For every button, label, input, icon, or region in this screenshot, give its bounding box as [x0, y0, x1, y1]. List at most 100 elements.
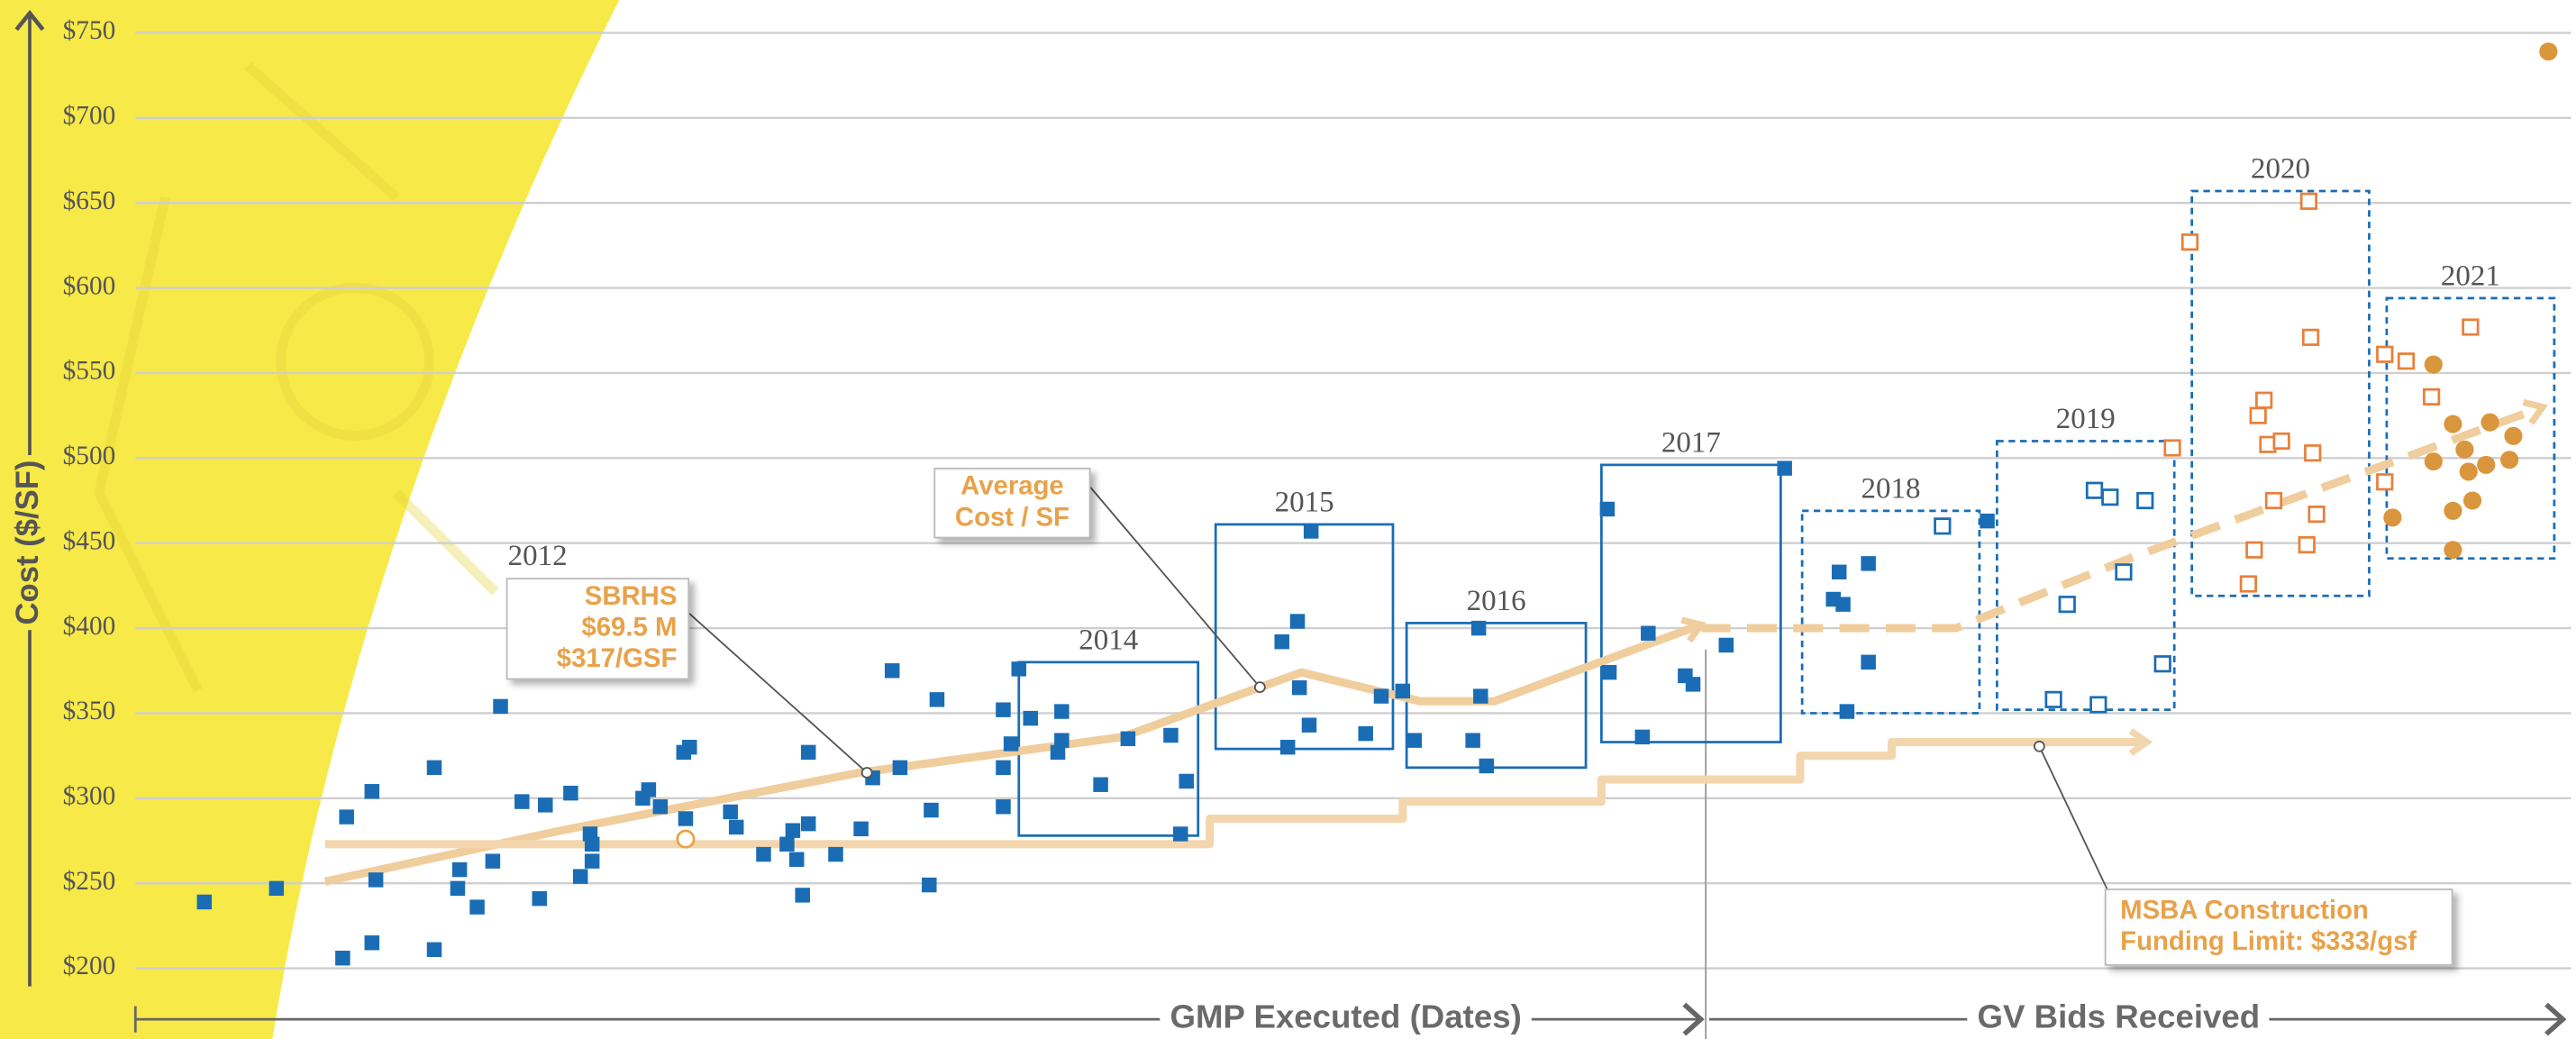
- y-tick-label: $450: [63, 526, 116, 555]
- trend-line: [325, 743, 2147, 844]
- data-point: [269, 881, 284, 896]
- data-point: [1093, 778, 1107, 792]
- data-point: [756, 847, 770, 861]
- data-point: [1358, 726, 1372, 741]
- data-point: [1465, 733, 1479, 747]
- data-point: [1173, 826, 1188, 841]
- y-tick-label: $650: [63, 187, 116, 215]
- year-label: 2015: [1275, 487, 1334, 519]
- data-point: [786, 823, 800, 837]
- data-point: [1163, 728, 1178, 743]
- data-point: [451, 881, 465, 896]
- year-label: 2014: [1079, 624, 1138, 657]
- data-point: [532, 891, 547, 906]
- data-point: [885, 663, 899, 678]
- data-point: [427, 761, 441, 775]
- data-point: [723, 805, 737, 819]
- data-point: [1280, 740, 1295, 754]
- year-label: 2019: [2056, 403, 2116, 435]
- data-point: [853, 822, 868, 836]
- data-point: [452, 862, 467, 877]
- data-point: [2303, 330, 2317, 344]
- year-box: [2192, 191, 2370, 596]
- data-point: [2087, 483, 2101, 497]
- year-box: [1601, 465, 1780, 743]
- data-point: [2455, 441, 2473, 459]
- data-point: [2091, 697, 2106, 712]
- data-point: [2377, 475, 2391, 489]
- data-point: [1292, 680, 1306, 695]
- data-point: [335, 951, 350, 965]
- data-point: [2251, 408, 2265, 423]
- data-point: [2463, 320, 2478, 334]
- data-point: [2165, 441, 2180, 455]
- data-point: [197, 895, 212, 909]
- data-point: [2182, 234, 2197, 249]
- data-point: [2539, 42, 2557, 60]
- data-point: [365, 784, 379, 798]
- data-point: [1473, 688, 1488, 703]
- data-point: [2309, 506, 2324, 521]
- chart: $200$250$300$350$400$450$500$550$600$650…: [0, 0, 2576, 1039]
- callout-text: Funding Limit: $333/gsf: [2120, 927, 2417, 956]
- data-point: [2305, 445, 2319, 460]
- year-label: 2018: [1861, 473, 1921, 506]
- callout-dot: [862, 768, 872, 778]
- callout-text: MSBA Construction: [2120, 896, 2369, 925]
- data-point: [2444, 502, 2462, 520]
- data-point: [1054, 733, 1069, 747]
- data-point: [729, 820, 743, 834]
- data-point: [1835, 597, 1850, 611]
- data-point: [365, 935, 379, 950]
- data-point: [1179, 774, 1194, 788]
- y-tick-label: $400: [63, 612, 116, 641]
- data-point: [1641, 626, 1655, 641]
- data-point: [682, 740, 696, 754]
- data-point: [2256, 393, 2271, 407]
- data-point: [1121, 732, 1135, 746]
- data-point: [2425, 355, 2443, 373]
- year-label: 2016: [1467, 585, 1526, 617]
- year-label: 2021: [2441, 260, 2500, 293]
- data-point: [1935, 519, 1950, 533]
- data-point: [1304, 524, 1318, 538]
- data-point: [2425, 452, 2443, 470]
- data-point: [801, 745, 815, 760]
- data-point: [427, 943, 441, 957]
- data-point: [1686, 677, 1700, 691]
- data-point: [2460, 462, 2478, 480]
- data-point: [2116, 565, 2131, 579]
- data-point: [678, 811, 693, 825]
- data-point: [779, 837, 794, 852]
- data-point: [2504, 427, 2522, 445]
- data-point: [2060, 597, 2074, 611]
- data-point: [2247, 542, 2262, 557]
- data-point: [1861, 655, 1875, 670]
- y-axis-label: Cost ($/SF): [11, 460, 45, 625]
- data-point: [2266, 493, 2280, 507]
- data-point: [2103, 490, 2117, 505]
- x-axis-label: GMP Executed (Dates): [1170, 998, 1521, 1035]
- data-point: [2241, 577, 2255, 591]
- data-point: [678, 831, 694, 847]
- data-point: [2377, 347, 2391, 361]
- data-point: [789, 852, 804, 867]
- data-point: [2399, 354, 2413, 369]
- data-point: [1777, 460, 1791, 475]
- data-point: [585, 837, 599, 852]
- data-point: [585, 853, 599, 868]
- data-point: [642, 782, 656, 797]
- data-point: [2463, 491, 2481, 509]
- page: {"chart_data":{ "type":"scatter", "y_lab…: [0, 0, 2576, 1039]
- data-point: [828, 847, 842, 861]
- data-point: [653, 799, 668, 814]
- data-point: [493, 699, 507, 714]
- callout-leader: [669, 595, 867, 772]
- y-tick-label: $500: [63, 442, 116, 470]
- data-point: [1274, 634, 1288, 649]
- data-point: [1840, 704, 1854, 718]
- y-tick-label: $350: [63, 697, 116, 725]
- y-tick-label: $700: [63, 102, 116, 131]
- data-point: [2301, 194, 2316, 208]
- data-point: [922, 878, 936, 892]
